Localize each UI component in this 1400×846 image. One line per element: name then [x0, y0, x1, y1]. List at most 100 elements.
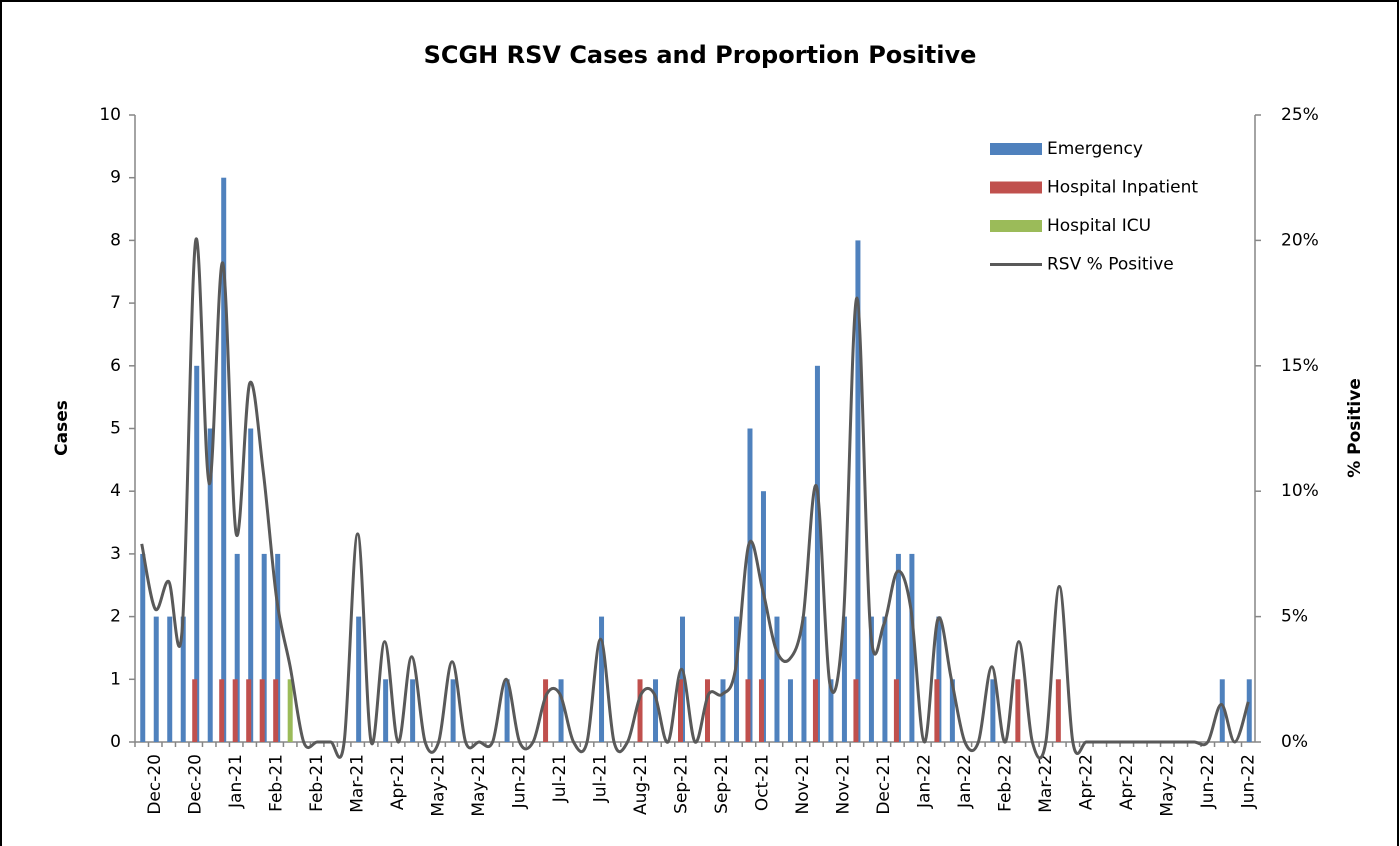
bar: [637, 679, 643, 742]
bar: [599, 616, 605, 742]
bar: [855, 240, 861, 742]
x-tick-label: Dec-20: [145, 754, 165, 815]
y2-tick-label: 0%: [1281, 732, 1308, 752]
y-axis-label: Cases: [52, 400, 72, 456]
bar: [180, 616, 186, 742]
y2-tick-label: 10%: [1281, 481, 1319, 501]
y-tick-label: 4: [110, 481, 121, 501]
bar: [1015, 679, 1021, 742]
bar: [909, 553, 915, 742]
bar: [1219, 679, 1225, 742]
x-tick-label: Apr-22: [1076, 754, 1096, 810]
bar: [828, 679, 834, 742]
y2-tick-label: 20%: [1281, 230, 1319, 250]
legend-label: Emergency: [1047, 139, 1143, 159]
x-tick-label: Jul-21: [550, 754, 570, 803]
bar: [248, 428, 254, 742]
bar: [246, 679, 252, 742]
x-tick-label: Oct-21: [752, 754, 772, 811]
x-tick-label: May-21: [429, 754, 449, 817]
bar: [990, 679, 996, 742]
bar: [801, 616, 807, 742]
bar: [167, 616, 173, 742]
bar: [841, 616, 847, 742]
bar: [733, 616, 739, 742]
x-tick-label: Nov-21: [793, 754, 813, 815]
bar: [504, 679, 510, 742]
bar: [758, 679, 764, 742]
x-tick-label: Dec-20: [186, 754, 206, 815]
x-tick-label: Jun-21: [510, 754, 530, 809]
bar: [1246, 679, 1252, 742]
x-tick-label: May-21: [469, 754, 489, 817]
bar: [219, 679, 225, 742]
x-tick-label: Jun-22: [1198, 754, 1218, 809]
bar: [356, 616, 362, 742]
bar: [893, 679, 899, 742]
bar: [140, 553, 146, 742]
x-tick-label: Sep-21: [712, 754, 732, 814]
bar: [745, 679, 751, 742]
bar: [934, 679, 940, 742]
legend-label: Hospital ICU: [1047, 216, 1151, 236]
bar: [383, 679, 389, 742]
x-tick-label: Mar-21: [348, 754, 368, 813]
x-tick-label: Jan-22: [955, 754, 975, 809]
bar: [720, 679, 726, 742]
bar: [774, 616, 780, 742]
y-tick-label: 2: [110, 607, 121, 627]
bar: [153, 616, 159, 742]
bar: [450, 679, 456, 742]
y-tick-label: 7: [110, 293, 121, 313]
y2-tick-label: 5%: [1281, 607, 1308, 627]
x-tick-label: Jan-21: [226, 754, 246, 809]
chart-title: SCGH RSV Cases and Proportion Positive: [424, 41, 977, 69]
x-tick-label: Nov-21: [833, 754, 853, 815]
y-tick-label: 10: [99, 105, 121, 125]
y-tick-label: 3: [110, 544, 121, 564]
bar: [787, 679, 793, 742]
y-tick-label: 1: [110, 669, 121, 689]
y-tick-label: 0: [110, 732, 121, 752]
y2-tick-label: 15%: [1281, 356, 1319, 376]
bar: [410, 679, 416, 742]
y2-tick-label: 25%: [1281, 105, 1319, 125]
bar: [814, 365, 820, 742]
y-tick-label: 9: [110, 168, 121, 188]
y-tick-label: 5: [110, 419, 121, 439]
bar: [868, 616, 874, 742]
x-tick-label: Apr-21: [388, 754, 408, 810]
x-tick-label: Jan-22: [914, 754, 934, 809]
x-tick-label: Feb-21: [267, 754, 287, 812]
x-tick-label: May-22: [1157, 754, 1177, 817]
legend-label: Hospital Inpatient: [1047, 178, 1198, 198]
x-tick-label: Jun-22: [1238, 754, 1258, 809]
bar: [232, 679, 238, 742]
x-tick-label: Aug-21: [631, 754, 651, 815]
bar: [678, 679, 684, 742]
x-tick-label: Mar-22: [1036, 754, 1056, 813]
x-tick-label: Feb-21: [307, 754, 327, 812]
bar: [543, 679, 549, 742]
bar: [882, 616, 888, 742]
x-tick-label: Apr-22: [1117, 754, 1137, 810]
bar: [234, 553, 240, 742]
bar: [558, 679, 564, 742]
bar: [207, 428, 213, 742]
bar: [812, 679, 818, 742]
x-tick-label: Dec-21: [874, 754, 894, 815]
bar: [949, 679, 955, 742]
bar: [1055, 679, 1061, 742]
bar: [747, 428, 753, 742]
bar: [221, 177, 227, 742]
legend-label: RSV % Positive: [1047, 255, 1174, 275]
legend-swatch: [990, 220, 1042, 232]
y-tick-label: 6: [110, 356, 121, 376]
y-tick-label: 8: [110, 230, 121, 250]
bar: [273, 679, 279, 742]
bar: [760, 491, 766, 742]
bar: [194, 365, 200, 742]
x-tick-label: Feb-22: [995, 754, 1015, 812]
